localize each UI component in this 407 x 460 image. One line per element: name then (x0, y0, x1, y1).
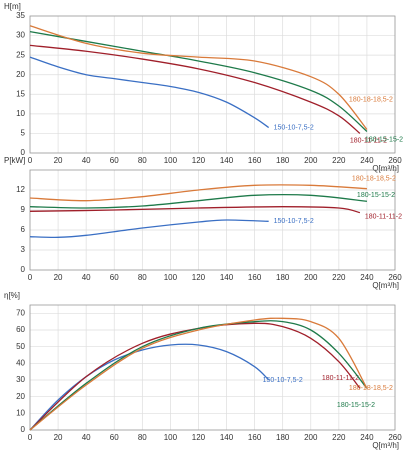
x-tick-label: 0 (28, 273, 33, 282)
x-tick-label: 20 (54, 433, 63, 442)
x-tick-label: 100 (164, 156, 178, 165)
x-tick-label: 40 (82, 273, 91, 282)
series-label: 180-18-18,5-2 (349, 385, 393, 392)
y-tick-label: 30 (16, 31, 25, 40)
series-label: 150-10-7,5-2 (263, 377, 303, 384)
x-tick-label: 20 (54, 156, 63, 165)
line (29, 56, 270, 129)
x-tick-label: 200 (304, 273, 318, 282)
x-tick-label: 80 (138, 273, 147, 282)
x-tick-label: 240 (360, 273, 374, 282)
x-tick-label: 180 (276, 433, 290, 442)
line (29, 317, 368, 431)
x-tick-label: 200 (304, 156, 318, 165)
y-tick-label: 35 (16, 11, 25, 20)
x-tick-label: 140 (220, 273, 234, 282)
series-label: 180-11-11-2 (365, 214, 402, 221)
x-tick-label: 140 (220, 156, 234, 165)
line (29, 184, 367, 202)
plot-frame (29, 169, 396, 271)
series-label: 180-15-15-2 (365, 136, 403, 143)
y-tick-label: 10 (16, 109, 25, 118)
series-label: 150-10-7,5-2 (274, 218, 314, 225)
x-tick-label: 220 (332, 273, 346, 282)
y-tick-label: 40 (16, 358, 25, 367)
x-tick-label: 100 (164, 433, 178, 442)
x-tick-label: 240 (360, 156, 374, 165)
y-tick-label: 20 (16, 392, 25, 401)
line (29, 193, 367, 209)
x-tick-label: 0 (28, 433, 33, 442)
y-tick-label: 12 (16, 185, 25, 194)
x-tick-label: 260 (388, 433, 402, 442)
y-tick-label: 5 (21, 129, 26, 138)
y-tick-label: 0 (21, 265, 26, 274)
x-tick-label: 260 (388, 273, 402, 282)
x-tick-label: 220 (332, 156, 346, 165)
line (29, 322, 361, 431)
x-tick-label: 240 (360, 433, 374, 442)
x-tick-label: 160 (248, 156, 262, 165)
y-tick-label: 0 (21, 148, 26, 157)
y-axis-label: η[%] (4, 291, 20, 300)
x-tick-label: 120 (192, 273, 206, 282)
x-tick-label: 40 (82, 156, 91, 165)
y-tick-label: 25 (16, 50, 25, 59)
x-tick-label: 260 (388, 156, 402, 165)
line (29, 25, 368, 130)
y-axis-label: H[m] (4, 2, 21, 11)
y-tick-label: 15 (16, 89, 25, 98)
series-label: 150-10-7,5-2 (274, 124, 314, 131)
plot-frame (29, 15, 396, 154)
x-axis-label: Q[m³/h] (372, 281, 399, 290)
x-axis-label: Q[m³/h] (372, 164, 399, 173)
x-tick-label: 120 (192, 433, 206, 442)
y-tick-label: 9 (21, 205, 26, 214)
x-tick-label: 20 (54, 273, 63, 282)
line (29, 219, 269, 239)
series-label: 180-15-15-2 (357, 192, 395, 199)
x-tick-label: 160 (248, 433, 262, 442)
y-tick-label: 60 (16, 325, 25, 334)
line (29, 31, 368, 132)
series-label: 180-15-15-2 (337, 402, 375, 409)
x-tick-label: 160 (248, 273, 262, 282)
x-tick-label: 60 (110, 156, 119, 165)
x-tick-label: 80 (138, 433, 147, 442)
plot-frame (29, 304, 396, 431)
y-tick-label: 50 (16, 342, 25, 351)
x-tick-label: 60 (110, 433, 119, 442)
x-tick-label: 0 (28, 156, 33, 165)
line (29, 343, 270, 431)
x-axis-label: Q[m³/h] (372, 441, 399, 450)
y-tick-label: 0 (21, 425, 26, 434)
y-axis-label: P[kW] (4, 156, 25, 165)
line (29, 206, 361, 214)
y-tick-label: 70 (16, 308, 25, 317)
x-tick-label: 220 (332, 433, 346, 442)
line (29, 44, 361, 134)
x-tick-label: 80 (138, 156, 147, 165)
x-tick-label: 40 (82, 433, 91, 442)
x-tick-label: 140 (220, 433, 234, 442)
x-tick-label: 100 (164, 273, 178, 282)
series-label: 180-11-11-2 (322, 375, 359, 382)
y-tick-label: 6 (21, 225, 26, 234)
y-tick-label: 3 (21, 245, 26, 254)
x-tick-label: 180 (276, 273, 290, 282)
series-label: 180-11-11-2 (350, 137, 387, 144)
y-tick-label: 30 (16, 375, 25, 384)
line (29, 320, 368, 431)
series-label: 180-18-18,5-2 (352, 176, 396, 183)
x-tick-label: 180 (276, 156, 290, 165)
x-tick-label: 200 (304, 433, 318, 442)
y-tick-label: 20 (16, 70, 25, 79)
y-tick-label: 10 (16, 408, 25, 417)
x-tick-label: 60 (110, 273, 119, 282)
series-label: 180-18-18,5-2 (349, 96, 393, 103)
x-tick-label: 120 (192, 156, 206, 165)
